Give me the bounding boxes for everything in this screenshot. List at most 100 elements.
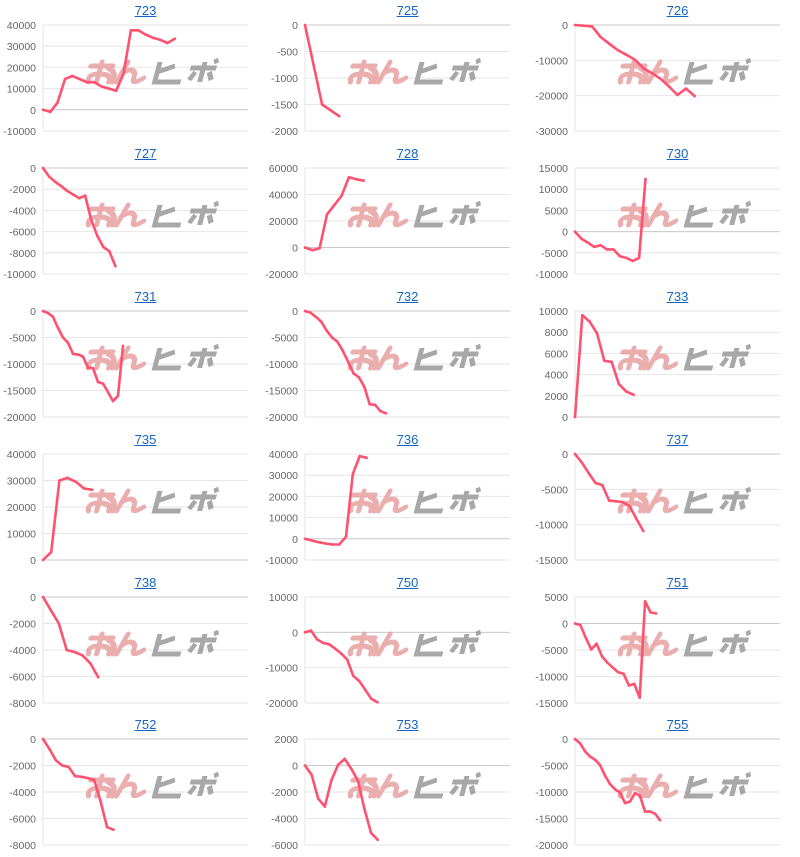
chart-731: 0 -5000 -10000 -15000 -20000 731: [0, 286, 262, 429]
data-point: [303, 309, 307, 313]
data-point: [573, 415, 577, 419]
chart-svg: 60000 40000 20000 0 -20000: [265, 163, 510, 281]
chart-title-link[interactable]: 755: [666, 717, 689, 732]
chart-title-link[interactable]: 723: [134, 3, 157, 18]
data-point: [58, 479, 61, 482]
y-tick-label: -5000: [541, 484, 568, 496]
chart-738: 0 -2000 -4000 -6000 -8000 738: [0, 572, 262, 715]
data-point: [616, 670, 620, 674]
data-point: [373, 403, 377, 407]
chart-title-link[interactable]: 737: [666, 432, 689, 447]
watermark-logo: [617, 771, 752, 799]
data-point: [624, 390, 628, 393]
data-point: [92, 778, 96, 782]
data-point: [624, 256, 628, 260]
data-point: [349, 767, 353, 771]
data-point: [623, 801, 627, 805]
data-point: [643, 599, 647, 603]
data-point: [356, 779, 360, 783]
data-point: [613, 788, 617, 791]
data-point: [310, 539, 314, 542]
data-point: [101, 382, 105, 385]
chart-737: 0 -5000 -10000 -15000 737: [532, 429, 794, 572]
data-point: [618, 254, 622, 258]
data-point: [351, 674, 355, 678]
data-point: [73, 650, 76, 654]
y-tick-label: 5000: [545, 205, 569, 217]
series-line: [303, 757, 379, 841]
chart-726: 0 -10000 -20000 -30000 726: [532, 0, 794, 143]
data-point: [617, 382, 621, 386]
data-point: [594, 481, 597, 485]
data-point: [107, 87, 111, 90]
y-tick-label: -10000: [265, 663, 298, 675]
chart-title-link[interactable]: 750: [396, 575, 419, 590]
data-point: [605, 248, 609, 251]
data-point: [332, 203, 336, 207]
data-point: [60, 764, 64, 767]
chart-title-link[interactable]: 725: [396, 3, 419, 18]
chart-title-link[interactable]: 727: [134, 146, 157, 161]
y-tick-label: -4000: [9, 787, 36, 799]
data-point: [618, 791, 622, 794]
chart-title-link[interactable]: 738: [134, 575, 157, 590]
data-point: [122, 72, 125, 76]
data-point: [650, 71, 654, 75]
data-point: [337, 543, 341, 546]
data-point: [344, 535, 348, 538]
data-point: [70, 74, 74, 78]
watermark-logo: [347, 771, 482, 799]
data-point: [358, 454, 361, 458]
y-tick-label: 40000: [269, 449, 298, 461]
data-point: [676, 93, 679, 97]
data-point: [80, 775, 83, 779]
y-tick-label: -2000: [9, 761, 36, 773]
chart-title-link[interactable]: 731: [134, 289, 157, 304]
chart-title-link[interactable]: 736: [396, 432, 419, 447]
chart-title-link[interactable]: 732: [396, 289, 419, 304]
chart-title-link[interactable]: 730: [666, 146, 689, 161]
y-tick-label: 0: [562, 619, 568, 631]
data-point: [598, 763, 602, 767]
y-tick-label: 40000: [7, 449, 36, 461]
data-point: [81, 355, 85, 358]
chart-svg: 0 -2000 -4000 -6000 -8000: [9, 734, 248, 852]
data-point: [309, 629, 313, 632]
data-point: [582, 24, 585, 28]
chart-title-link[interactable]: 726: [666, 3, 689, 18]
chart-title-link[interactable]: 733: [666, 289, 689, 304]
data-point: [91, 366, 95, 370]
watermark-logo: [617, 200, 752, 228]
y-tick-label: 0: [292, 243, 298, 255]
data-point: [595, 331, 599, 335]
data-point: [573, 452, 577, 456]
chart-723: 40000 30000 20000 10000 0 -10000 723: [0, 0, 262, 143]
data-point: [303, 631, 307, 634]
chart-title-link[interactable]: 751: [666, 575, 689, 590]
y-tick-label: 2000: [545, 391, 569, 403]
y-tick-label: 30000: [7, 41, 36, 53]
data-point: [336, 763, 340, 767]
y-tick-label: -4000: [271, 814, 298, 826]
data-point: [633, 682, 636, 686]
data-point: [581, 313, 584, 317]
watermark-logo: [347, 343, 482, 371]
y-tick-label: 5000: [545, 592, 569, 604]
chart-title-link[interactable]: 753: [396, 717, 419, 732]
chart-title-link[interactable]: 728: [396, 146, 419, 161]
chart-title-link[interactable]: 735: [134, 432, 157, 447]
data-point: [363, 688, 367, 692]
data-point: [352, 372, 355, 375]
data-point: [614, 500, 618, 503]
y-tick-label: 0: [30, 105, 36, 117]
chart-title-link[interactable]: 752: [134, 717, 157, 732]
chart-svg: 40000 30000 20000 10000 0: [7, 449, 248, 567]
data-point: [351, 472, 355, 476]
data-point: [573, 23, 577, 27]
data-point: [573, 737, 577, 741]
data-point: [362, 179, 365, 182]
chart-752: 0 -2000 -4000 -6000 -8000 752: [0, 714, 262, 857]
data-point: [633, 791, 637, 795]
chart-svg: 2000 0 -2000 -4000 -6000: [271, 734, 510, 852]
data-point: [654, 612, 658, 615]
